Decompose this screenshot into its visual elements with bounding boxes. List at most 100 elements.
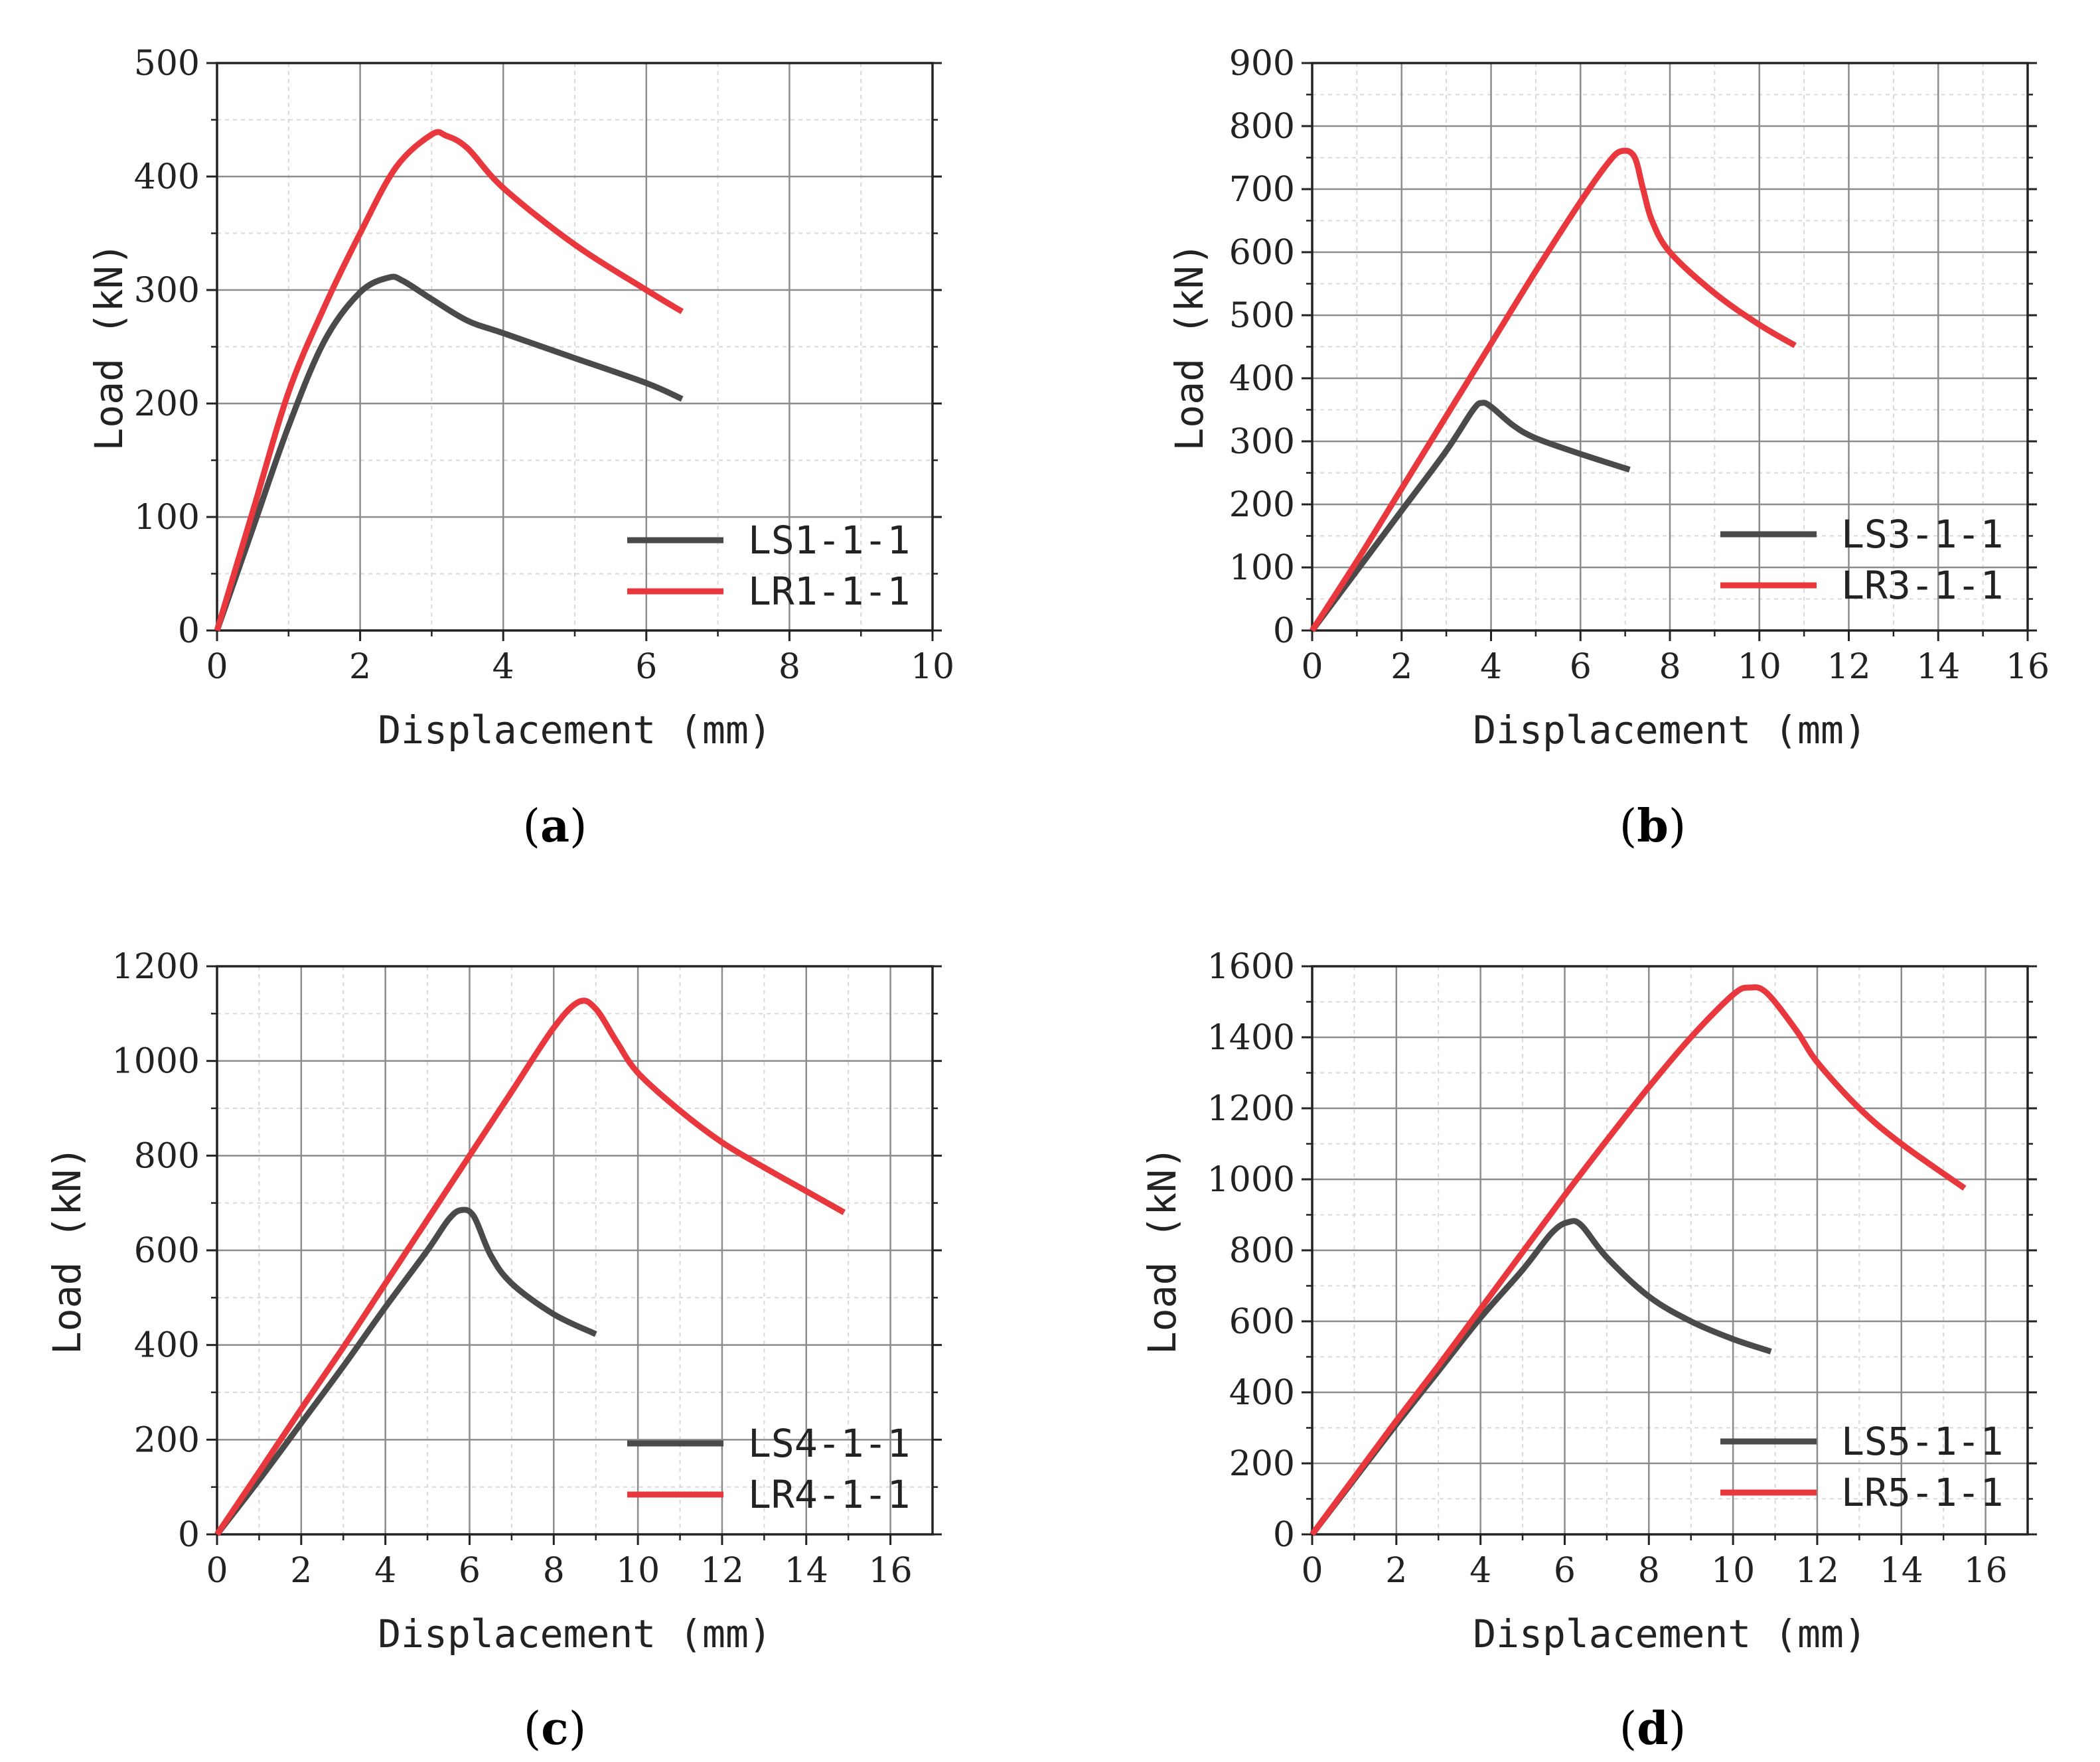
series-line-LR3-1-1 <box>1310 147 1797 632</box>
x-axis-title: Displacement (mm) <box>378 1611 772 1656</box>
series-line-LR4-1-1 <box>214 997 846 1536</box>
x-tick-label: 2 <box>290 1551 312 1591</box>
axis-ticks <box>1302 965 2037 1545</box>
y-tick-label: 500 <box>134 44 200 84</box>
y-tick-label: 600 <box>134 1231 200 1271</box>
legend: LS3-1-1 LR3-1-1 <box>1720 512 2003 608</box>
y-axis-title: Load (kN) <box>44 1146 90 1355</box>
legend: LS4-1-1 LR4-1-1 <box>627 1421 910 1517</box>
y-axis-title: Load (kN) <box>1140 1146 1185 1355</box>
x-tick-label: 14 <box>785 1551 828 1591</box>
minor-grid <box>217 63 933 630</box>
major-grid <box>217 63 933 630</box>
legend: LS5-1-1 LR5-1-1 <box>1720 1419 2003 1515</box>
x-tick-label: 12 <box>700 1551 744 1591</box>
x-tick-label: 4 <box>1480 647 1502 687</box>
x-axis-title: Displacement (mm) <box>1473 707 1867 753</box>
caption-letter: a <box>540 800 569 853</box>
y-tick-label: 0 <box>178 1515 200 1555</box>
y-tick-label: 400 <box>1229 1373 1295 1413</box>
caption-close: ) <box>1669 800 1687 853</box>
caption-open: ( <box>1619 800 1637 853</box>
x-tick-label: 10 <box>1711 1551 1755 1591</box>
x-tick-label: 4 <box>374 1551 396 1591</box>
series-line-LS1-1-1 <box>214 273 684 632</box>
panel-caption: (d) <box>1619 1702 1687 1755</box>
y-tick-label: 700 <box>1229 170 1295 210</box>
y-tick-label: 800 <box>1229 107 1295 147</box>
x-tick-label: 14 <box>1916 647 1960 687</box>
caption-open: ( <box>1619 1703 1637 1755</box>
series-line-LS5-1-1 <box>1310 1218 1772 1536</box>
x-tick-label: 4 <box>1469 1551 1491 1591</box>
x-tick-label: 8 <box>543 1551 565 1591</box>
legend-label: LR5-1-1 <box>1841 1470 2003 1515</box>
legend-label: LS1-1-1 <box>748 518 910 563</box>
x-tick-label: 8 <box>779 647 800 687</box>
x-tick-label: 0 <box>206 1551 228 1591</box>
caption-open: ( <box>522 800 540 853</box>
x-tick-label: 16 <box>1964 1551 2008 1591</box>
caption-close: ) <box>569 800 587 853</box>
x-tick-label: 12 <box>1795 1551 1839 1591</box>
chart-panel-b: 0 2 4 6 8 10 12 14 16 0 100 200 300 400 500 600 700 800 90… <box>1167 44 2050 853</box>
x-tick-label: 10 <box>911 647 954 687</box>
x-tick-label: 8 <box>1659 647 1681 687</box>
series-line-LR1-1-1 <box>214 129 684 632</box>
x-tick-label: 14 <box>1880 1551 1923 1591</box>
legend-label: LR3-1-1 <box>1841 563 2003 608</box>
y-tick-label: 200 <box>134 1420 200 1460</box>
series-group <box>214 129 684 632</box>
x-tick-label: 6 <box>459 1551 481 1591</box>
x-axis-title: Displacement (mm) <box>378 707 772 753</box>
x-tick-label: 12 <box>1827 647 1870 687</box>
chart-panel-c: 0 2 4 6 8 10 12 14 16 0 200 400 600 800 1000 1200 Displa… <box>44 947 942 1755</box>
panel-caption: (c) <box>524 1702 586 1755</box>
major-grid <box>217 966 933 1534</box>
caption-open: ( <box>524 1703 542 1755</box>
y-tick-label: 300 <box>1229 422 1295 462</box>
y-tick-label: 1200 <box>1207 1089 1295 1129</box>
x-tick-label: 10 <box>1738 647 1781 687</box>
y-tick-label: 300 <box>134 271 200 311</box>
x-tick-label: 4 <box>492 647 514 687</box>
y-tick-label: 1200 <box>112 947 200 987</box>
axis-ticks <box>1302 62 2037 641</box>
major-grid <box>1312 966 2028 1534</box>
x-tick-label: 10 <box>616 1551 660 1591</box>
x-tick-label: 0 <box>1301 647 1323 687</box>
y-tick-label: 100 <box>1229 548 1295 588</box>
legend-label: LR1-1-1 <box>748 569 910 614</box>
caption-letter: d <box>1637 1702 1669 1755</box>
axis-ticks <box>206 62 942 641</box>
x-tick-label: 6 <box>1554 1551 1576 1591</box>
legend-label: LR4-1-1 <box>748 1472 910 1517</box>
x-tick-label: 6 <box>1570 647 1592 687</box>
legend: LS1-1-1 LR1-1-1 <box>627 518 910 614</box>
y-tick-label: 0 <box>1273 611 1295 651</box>
y-tick-label: 600 <box>1229 1302 1295 1342</box>
y-tick-label: 400 <box>134 157 200 197</box>
y-tick-label: 400 <box>134 1326 200 1366</box>
y-tick-label: 800 <box>1229 1231 1295 1271</box>
y-tick-label: 1000 <box>112 1042 200 1082</box>
series-group <box>1310 147 1797 632</box>
y-tick-label: 1000 <box>1207 1160 1295 1200</box>
series-group <box>1310 984 1967 1536</box>
series-line-LS4-1-1 <box>214 1207 597 1536</box>
y-tick-label: 200 <box>1229 1444 1295 1484</box>
x-axis-title: Displacement (mm) <box>1473 1611 1867 1656</box>
panel-caption: (b) <box>1619 800 1687 853</box>
x-tick-label: 0 <box>1301 1551 1323 1591</box>
y-tick-label: 0 <box>178 611 200 651</box>
legend-label: LS4-1-1 <box>748 1421 910 1466</box>
x-tick-label: 2 <box>1385 1551 1407 1591</box>
caption-letter: b <box>1637 800 1669 853</box>
y-tick-label: 600 <box>1229 233 1295 273</box>
y-tick-label: 100 <box>134 498 200 538</box>
x-tick-label: 2 <box>1390 647 1412 687</box>
x-tick-label: 6 <box>635 647 657 687</box>
x-tick-label: 16 <box>869 1551 913 1591</box>
